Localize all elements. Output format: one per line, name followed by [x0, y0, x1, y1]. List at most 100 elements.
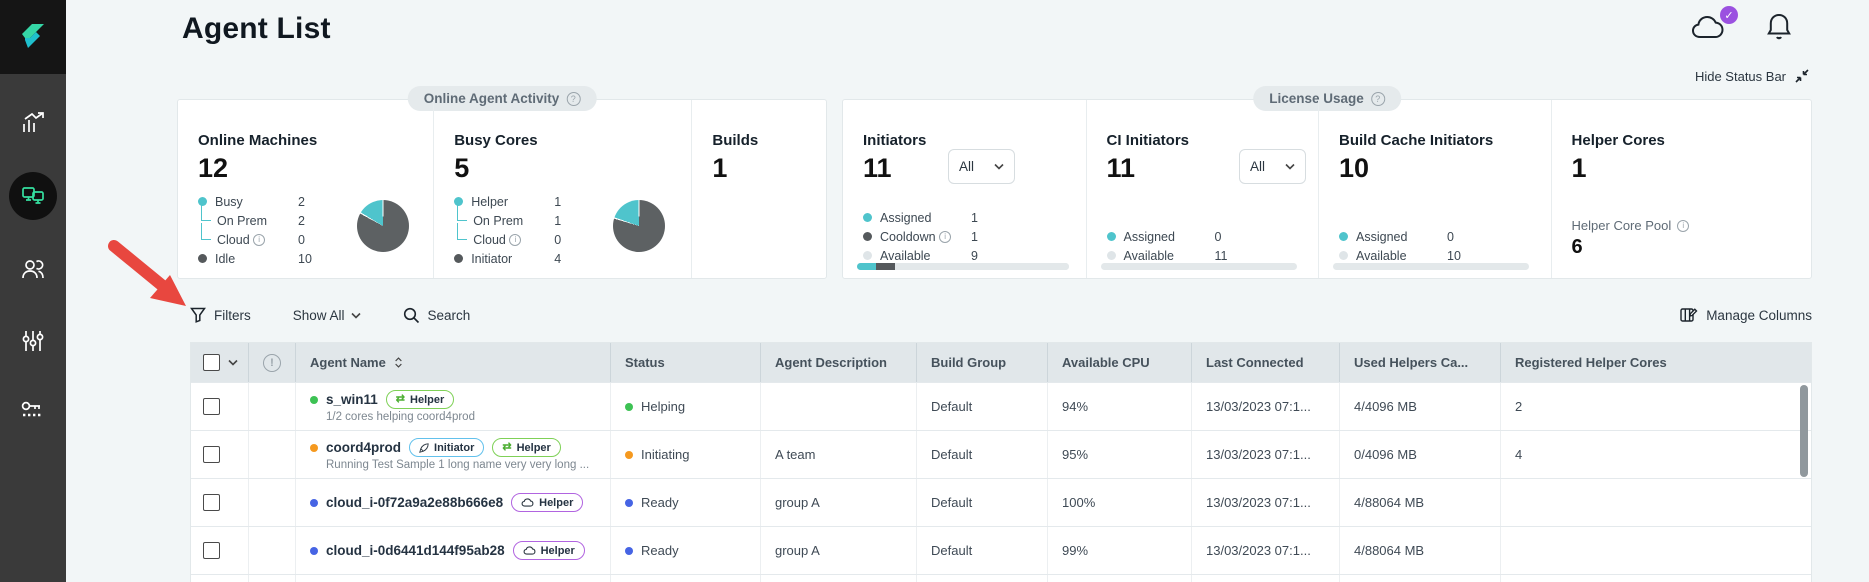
sidebar-item-licenses[interactable]: [0, 398, 66, 424]
incredibuild-logo-icon: [22, 24, 44, 48]
status-cell: Initiating: [611, 431, 761, 478]
description-cell: A team: [761, 431, 917, 478]
manage-columns-button[interactable]: Manage Columns: [1680, 307, 1812, 323]
agent-status-dot: [310, 443, 318, 452]
column-header-build-group[interactable]: Build Group: [917, 343, 1048, 382]
column-header-status[interactable]: Status: [611, 343, 761, 382]
available-dot: [863, 251, 872, 260]
column-header-registered-helper-cores[interactable]: Registered Helper Cores: [1515, 355, 1667, 370]
chevron-down-icon: [350, 312, 361, 319]
table-row[interactable]: s_win11 ⇄ Helper 1/2 cores helping coord4…: [191, 382, 1811, 430]
help-icon[interactable]: ?: [566, 91, 581, 106]
row-checkbox[interactable]: [203, 446, 220, 463]
agent-name: cloud_i-0f72a9a2e88b666e8: [326, 495, 504, 510]
sidebar-item-settings[interactable]: [0, 328, 66, 354]
sidebar-item-analytics[interactable]: [0, 110, 66, 136]
filter-funnel-icon: [190, 307, 206, 323]
agent-subtitle: 1/2 cores helping coord4prod: [326, 411, 475, 423]
select-menu-chevron-icon[interactable]: [228, 359, 238, 366]
show-all-label: Show All: [292, 307, 345, 323]
build-cache-initiators-card: Build Cache Initiators 10 Assigned 0 Avai…: [1318, 100, 1551, 278]
helper-core-pool-label: Helper Core Pool i: [1572, 218, 1811, 233]
agent-name-cell: coord4prod Initiator ⇄ Helper Running Tes…: [296, 431, 611, 478]
manage-columns-icon: [1680, 308, 1698, 322]
sidebar-item-users[interactable]: [0, 256, 66, 282]
agents-icon: [22, 187, 44, 204]
info-icon[interactable]: i: [253, 233, 266, 246]
sort-icon[interactable]: [394, 357, 403, 368]
info-icon[interactable]: i: [1677, 219, 1690, 232]
cloud-status-button[interactable]: ✓: [1690, 6, 1738, 47]
registered-cores-cell: 2: [1515, 399, 1523, 414]
agents-table: ! Agent Name Status Agent Description Bu…: [190, 342, 1812, 582]
app-logo[interactable]: [0, 0, 66, 74]
sidebar: [0, 0, 66, 582]
license-usage-pill: License Usage ?: [1253, 86, 1401, 111]
agent-name-cell: s_win11 ⇄ Helper 1/2 cores helping coord4…: [296, 383, 611, 430]
cpu-cell: 99%: [1048, 527, 1192, 574]
alert-cell: [249, 479, 296, 526]
column-header-description[interactable]: Agent Description: [761, 343, 917, 382]
available-dot: [1106, 251, 1116, 260]
sidebar-item-agents-active[interactable]: [9, 172, 57, 220]
builds-card: Builds 1: [691, 100, 826, 278]
info-icon[interactable]: i: [509, 233, 522, 246]
online-machines-card: Online Machines 12 Busy 2 On Prem 2 Cloud …: [178, 100, 433, 278]
last-connected-cell: 13/03/2023 07:1...: [1192, 431, 1340, 478]
chevron-down-icon: [1285, 163, 1295, 170]
row-checkbox[interactable]: [203, 542, 220, 559]
search-box: [403, 307, 568, 324]
description-cell: group A: [761, 527, 917, 574]
column-header-agent-name[interactable]: Agent Name: [296, 343, 611, 382]
help-icon[interactable]: ?: [1370, 91, 1385, 106]
select-all-cell: [191, 343, 249, 382]
helper-badge: ⇄ Helper: [492, 438, 561, 457]
filters-button[interactable]: Filters: [190, 307, 251, 323]
card-value: 10: [1339, 153, 1370, 183]
card-title: Builds: [712, 132, 759, 149]
info-icon[interactable]: i: [939, 230, 952, 243]
row-checkbox[interactable]: [203, 398, 220, 415]
initiator-badge: Initiator: [409, 438, 485, 457]
column-header-used-helpers[interactable]: Used Helpers Ca...: [1340, 343, 1501, 382]
cloud-connected-badge: ✓: [1720, 6, 1738, 24]
alert-column-header[interactable]: !: [249, 343, 296, 382]
registered-cores-cell: 4: [1515, 447, 1523, 462]
ci-initiators-filter-select[interactable]: All: [1239, 149, 1307, 184]
bell-icon: [1767, 13, 1791, 40]
helper-arrows-icon: ⇄: [395, 393, 406, 405]
busy-dot: [198, 197, 207, 206]
assigned-dot: [863, 213, 872, 222]
search-input[interactable]: [427, 307, 568, 323]
table-row[interactable]: cloud_i-0d6441d144f95ab28 Helper Ready g…: [191, 526, 1811, 574]
column-header-last-connected[interactable]: Last Connected: [1192, 343, 1340, 382]
description-cell: group A: [761, 479, 917, 526]
tree-connector: [457, 204, 468, 221]
build-cache-legend: Assigned 0 Available 10: [1339, 227, 1551, 265]
card-value: 5: [454, 153, 470, 183]
notifications-button[interactable]: [1766, 12, 1792, 47]
helper-badge: ⇄ Helper: [385, 390, 455, 409]
table-row[interactable]: cloud_i-0f72a9a2e88b666e8 Helper Ready g…: [191, 478, 1811, 526]
table-scrollbar-thumb[interactable]: [1800, 385, 1808, 477]
online-machines-pie-chart: [357, 200, 410, 252]
show-all-dropdown[interactable]: Show All: [293, 308, 361, 323]
agent-name: coord4prod: [326, 440, 402, 455]
license-usage-label: License Usage: [1269, 91, 1364, 106]
select-all-checkbox[interactable]: [203, 354, 220, 371]
table-row[interactable]: coord4prod Initiator ⇄ Helper Running Tes…: [191, 430, 1811, 478]
registered-cores-cell: [1501, 479, 1811, 526]
cloud-icon: [1691, 15, 1724, 38]
collapse-icon: [1795, 69, 1809, 83]
hide-status-bar-button[interactable]: Hide Status Bar: [1640, 68, 1810, 84]
column-header-cpu[interactable]: Available CPU: [1048, 343, 1192, 382]
alert-cell: [249, 431, 296, 478]
agent-status-dot: [310, 546, 318, 555]
row-checkbox[interactable]: [203, 494, 220, 511]
tree-connector: [201, 204, 211, 221]
initiators-filter-select[interactable]: All: [948, 149, 1015, 184]
